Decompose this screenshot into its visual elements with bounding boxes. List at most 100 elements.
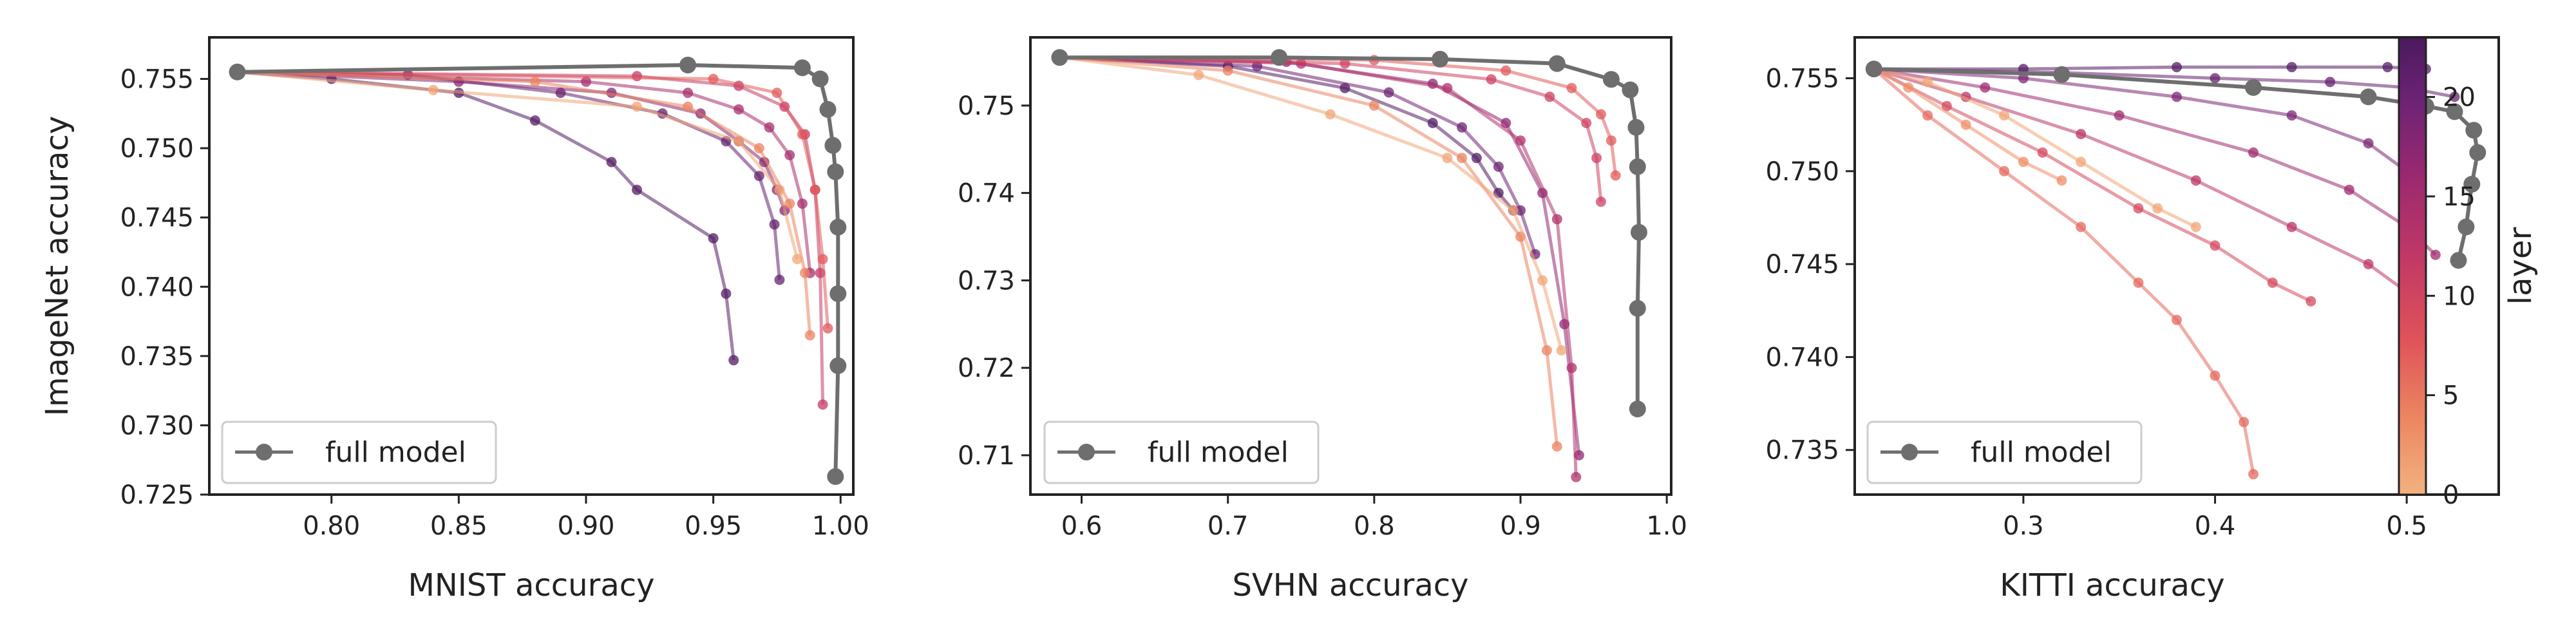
kitti-layer-18-line	[1873, 67, 2408, 173]
svhn-layer-10-point	[1544, 91, 1555, 102]
svhn-layer-7-point	[1501, 65, 1511, 76]
svhn-layer-13-point	[1551, 214, 1562, 225]
svhn-layer-1-point	[1325, 109, 1336, 120]
svhn-x-ticks: 0.6 0.7 0.8 0.9 1.0	[1061, 495, 1687, 541]
mnist-y-tick-label: 0.735	[120, 342, 194, 372]
mnist-layer-14-point	[734, 104, 744, 115]
svhn-layer-7-point	[1610, 170, 1621, 181]
svhn-layer-7-point	[1596, 109, 1606, 120]
kitti-layer-12-point	[2286, 222, 2297, 232]
svhn-layer-10-point	[1596, 196, 1606, 207]
kitti-layer-15-point	[2114, 110, 2125, 121]
kitti-y-tick-label: 0.740	[1765, 343, 1839, 372]
svhn-layer-4-line	[1059, 55, 1559, 447]
kitti-layer-6-point	[1922, 110, 1933, 121]
svhn-layer-1-point	[1556, 345, 1567, 355]
svhn-axes-frame	[1029, 36, 1672, 496]
mnist-layer-22-point	[606, 156, 617, 167]
kitti-layer-15-point	[2344, 184, 2354, 195]
svhn-y-tick-label: 0.74	[958, 179, 1015, 209]
kitti-layer-15-point	[2248, 147, 2259, 158]
svhn-x-tick-label: 1.0	[1646, 511, 1687, 541]
mnist-y-tick-label: 0.755	[120, 65, 194, 95]
mnist-layer-1-point	[734, 136, 744, 147]
mnist-layer-14-point	[797, 198, 808, 209]
mnist-layer-4-point	[683, 101, 694, 112]
svhn-y-tick-label: 0.75	[958, 91, 1015, 121]
kitti-layer-1-line	[1873, 67, 2197, 229]
svhn-full-model-point	[1622, 81, 1639, 99]
mnist-layer-4-point	[804, 330, 815, 341]
kitti-layer-9-point	[2306, 296, 2316, 307]
mnist-plot-area	[229, 57, 847, 485]
mnist-layer-7-point	[797, 129, 808, 140]
svhn-layer-22-point	[1427, 118, 1438, 128]
svhn-layer-16-point	[1501, 118, 1511, 128]
mnist-full-model-point	[829, 357, 847, 374]
kitti-layer-9-point	[2133, 203, 2144, 214]
kitti-full-model-point	[2053, 66, 2070, 83]
svhn-layer-13-point	[1566, 363, 1577, 374]
kitti-full-model-point	[2458, 218, 2475, 236]
mnist-layer-14-line	[237, 70, 812, 274]
kitti-layer-15-point	[2430, 249, 2441, 260]
mnist-layer-4-point	[529, 76, 540, 87]
mnist-layer-1-point	[774, 184, 785, 195]
mnist-layer-22-point	[529, 115, 540, 126]
mnist-full-model-point	[829, 218, 847, 236]
svhn-full-model-point	[1627, 118, 1645, 136]
kitti-full-model-point	[2360, 88, 2377, 106]
svhn-layer-16-line	[1059, 55, 1581, 456]
kitti-legend-marker	[1901, 444, 1918, 460]
mnist-full-model-point	[829, 285, 847, 302]
kitti-layer-1-point	[2076, 156, 2087, 167]
kitti-layer-9-point	[2210, 240, 2221, 251]
mnist-full-model-point	[229, 63, 246, 80]
kitti-layer-3-point	[1960, 119, 1971, 130]
mnist-full-model-point	[819, 100, 837, 118]
mnist-full-model-point	[827, 468, 844, 485]
kitti-full-model-point	[2469, 144, 2486, 161]
kitti-layer-9-point	[1941, 100, 1952, 111]
mnist-layer-20-point	[753, 171, 764, 182]
mnist-layer-4-point	[784, 198, 795, 209]
mnist-x-tick-label: 0.85	[430, 511, 488, 541]
kitti-y-tick-label: 0.755	[1765, 64, 1839, 93]
svhn-layer-1-point	[1442, 153, 1453, 164]
colorbar: 0 5 10 15 20 layer	[2398, 36, 2539, 510]
mnist-layer-7-point	[810, 184, 820, 195]
mnist-layer-4-point	[753, 143, 764, 154]
mnist-x-axis-label: MNIST accuracy	[408, 567, 654, 603]
kitti-full-model-point	[2465, 122, 2483, 139]
mnist-x-ticks: 0.80 0.85 0.90 0.95 1.00	[303, 495, 869, 541]
svhn-full-model-point	[1629, 158, 1646, 175]
mnist-layer-22-point	[721, 289, 732, 299]
mnist-y-axis-label: ImageNet accuracy	[39, 116, 75, 416]
mnist-legend-marker	[256, 444, 272, 460]
mnist-layer-7-point	[817, 254, 828, 265]
svhn-full-model-point	[1629, 401, 1646, 417]
kitti-layer-9-point	[2267, 278, 2278, 288]
mnist-layer-22-point	[728, 355, 739, 366]
mnist-layer-17-line	[237, 70, 786, 211]
svhn-layer-22-point	[1471, 153, 1482, 164]
svhn-legend-marker	[1078, 444, 1095, 460]
svhn-y-ticks: 0.71 0.72 0.73 0.74 0.75	[958, 91, 1030, 471]
svhn-full-model-point	[1629, 299, 1646, 317]
kitti-layer-1-point	[1922, 77, 1933, 88]
svhn-layer-10-point	[1591, 153, 1602, 164]
svhn-layer-4-point	[1457, 153, 1468, 164]
svhn-layer-19-point	[1493, 161, 1504, 172]
svhn-full-model-point	[1051, 49, 1068, 66]
kitti-layer-6-point	[2133, 278, 2144, 288]
mnist-layer-7-point	[772, 88, 782, 99]
kitti-layer-9-point	[2037, 147, 2048, 158]
kitti-layer-12-point	[2363, 259, 2374, 270]
svhn-layer-4-point	[1551, 441, 1562, 452]
mnist-full-model-point	[811, 70, 829, 88]
kitti-full-model-point	[2446, 103, 2463, 120]
mnist-full-model-point	[827, 163, 844, 180]
mnist-legend-label: full model	[325, 436, 466, 469]
kitti-panel: 0.3 0.4 0.5 0.735 0.740 0.745 0.750 0.755 KITT…	[1765, 36, 2500, 603]
svhn-layer-10-line	[1059, 55, 1603, 202]
